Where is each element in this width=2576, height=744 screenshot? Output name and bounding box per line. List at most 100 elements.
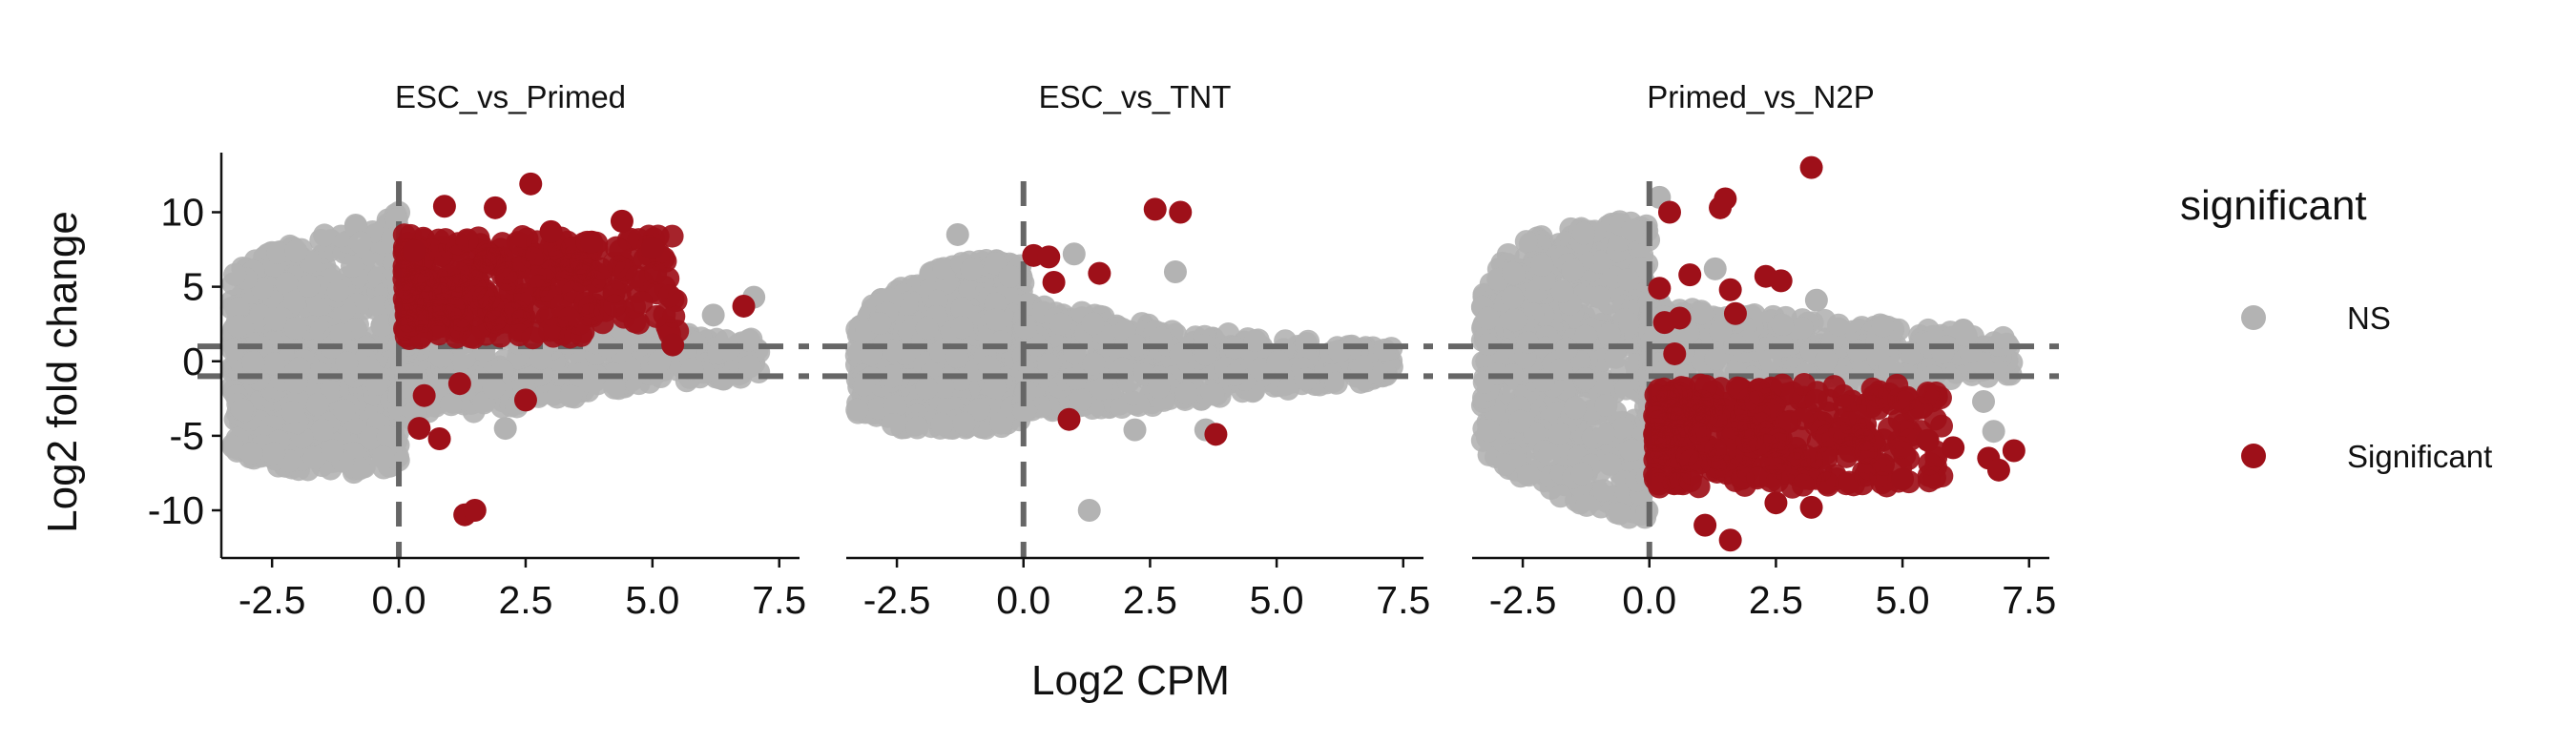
ns-point bbox=[983, 376, 1007, 400]
ns-point bbox=[1916, 332, 1940, 355]
axes: -2.5 0.0 2.5 5.0 7.5 10 5 0 -5 -10 bbox=[148, 153, 806, 622]
significant-point bbox=[447, 372, 471, 396]
significant-point bbox=[1718, 278, 1742, 301]
ns-point bbox=[1049, 312, 1073, 336]
significant-point bbox=[1644, 405, 1668, 429]
x-tick-label: 5.0 bbox=[1876, 578, 1930, 622]
significant-point bbox=[432, 195, 456, 218]
ns-point bbox=[1691, 301, 1714, 325]
ns-point bbox=[978, 355, 1002, 379]
ns-point bbox=[1476, 306, 1500, 330]
significant-point bbox=[446, 232, 469, 256]
significant-point bbox=[1666, 402, 1690, 425]
significant-point bbox=[1766, 469, 1790, 493]
ns-point bbox=[712, 367, 736, 391]
ns-point bbox=[1163, 260, 1187, 283]
ns-point bbox=[1501, 286, 1525, 310]
ns-point bbox=[1062, 242, 1086, 266]
significant-point bbox=[484, 196, 508, 219]
significant-point bbox=[540, 285, 564, 309]
ns-point bbox=[958, 278, 982, 301]
axes: -2.5 0.0 2.5 5.0 7.5 bbox=[1472, 556, 2056, 622]
significant-point bbox=[1647, 472, 1671, 496]
y-tick-label: -5 bbox=[170, 414, 204, 458]
ns-point bbox=[648, 350, 672, 374]
ns-point bbox=[738, 355, 762, 379]
significant-point bbox=[1678, 469, 1702, 493]
ns-point bbox=[283, 316, 307, 340]
ns-point bbox=[1608, 502, 1631, 526]
ns-point bbox=[880, 364, 904, 388]
significant-point bbox=[1718, 528, 1742, 552]
significant-point bbox=[513, 282, 537, 306]
ns-point bbox=[226, 315, 250, 339]
significant-point bbox=[519, 172, 543, 196]
ns-point bbox=[529, 346, 552, 370]
ns-point bbox=[1082, 352, 1106, 376]
ns-point bbox=[998, 264, 1022, 288]
significant-point bbox=[644, 304, 668, 328]
ns-point bbox=[1477, 419, 1501, 443]
x-tick-label: 7.5 bbox=[2002, 578, 2056, 622]
ns-point bbox=[1373, 338, 1397, 362]
significant-point bbox=[610, 209, 634, 233]
significant-point bbox=[1143, 197, 1167, 221]
x-tick-label: 2.5 bbox=[498, 578, 552, 622]
significant-point bbox=[640, 237, 664, 259]
ns-point bbox=[717, 338, 740, 362]
significant-point bbox=[1169, 200, 1193, 224]
ns-point bbox=[1951, 318, 1975, 341]
significant-point bbox=[1838, 470, 1861, 494]
significant-point bbox=[539, 219, 563, 243]
ns-point bbox=[1037, 353, 1061, 377]
ns-point bbox=[1827, 313, 1851, 337]
significant-point bbox=[1663, 341, 1687, 365]
legend-label-ns: NS bbox=[2347, 300, 2391, 336]
legend: significant NS Significant bbox=[2180, 182, 2492, 474]
ns-point bbox=[950, 297, 974, 320]
x-tick-label: 0.0 bbox=[996, 578, 1050, 622]
significant-points bbox=[1022, 197, 1228, 446]
ns-point bbox=[1350, 355, 1374, 379]
axes: -2.5 0.0 2.5 5.0 7.5 bbox=[846, 556, 1430, 622]
facet-title: ESC_vs_Primed bbox=[395, 79, 626, 114]
ns-point bbox=[332, 399, 356, 423]
ns-point bbox=[1982, 420, 2005, 444]
ns-point bbox=[1243, 329, 1267, 353]
y-axis-title: Log2 fold change bbox=[39, 211, 86, 533]
significant-point bbox=[625, 265, 649, 289]
ns-point bbox=[376, 425, 400, 449]
ns-point bbox=[1561, 258, 1585, 282]
ns-point bbox=[223, 262, 247, 286]
ns-point bbox=[310, 418, 334, 442]
ns-point bbox=[341, 255, 364, 279]
ns-point bbox=[241, 350, 265, 374]
ns-point bbox=[985, 308, 1008, 332]
significant-point bbox=[578, 295, 602, 319]
significant-point bbox=[412, 309, 436, 333]
x-tick-label: 0.0 bbox=[372, 578, 426, 622]
points-layer bbox=[844, 222, 1403, 522]
significant-point bbox=[662, 304, 686, 328]
significant-point bbox=[510, 225, 534, 249]
ns-point bbox=[230, 398, 254, 422]
ns-point bbox=[1069, 388, 1092, 412]
ns-point bbox=[262, 442, 286, 465]
significant-points bbox=[392, 172, 756, 527]
significant-point bbox=[1204, 423, 1228, 446]
x-tick-label: 2.5 bbox=[1123, 578, 1177, 622]
significant-point bbox=[407, 417, 431, 441]
significant-point bbox=[1828, 420, 1852, 444]
y-tick-label: 0 bbox=[182, 340, 204, 383]
ns-point bbox=[306, 293, 330, 317]
ns-point bbox=[493, 417, 517, 441]
ns-point bbox=[905, 416, 929, 440]
ns-point bbox=[1804, 288, 1828, 312]
significant-point bbox=[551, 258, 574, 281]
ns-point bbox=[930, 412, 954, 436]
ns-point bbox=[1771, 313, 1795, 337]
ns-point bbox=[281, 401, 305, 424]
x-tick-label: -2.5 bbox=[863, 578, 931, 622]
facet-2: Primed_vs_N2P -2.5 0.0 2.5 5.0 7.5 bbox=[1448, 79, 2059, 622]
